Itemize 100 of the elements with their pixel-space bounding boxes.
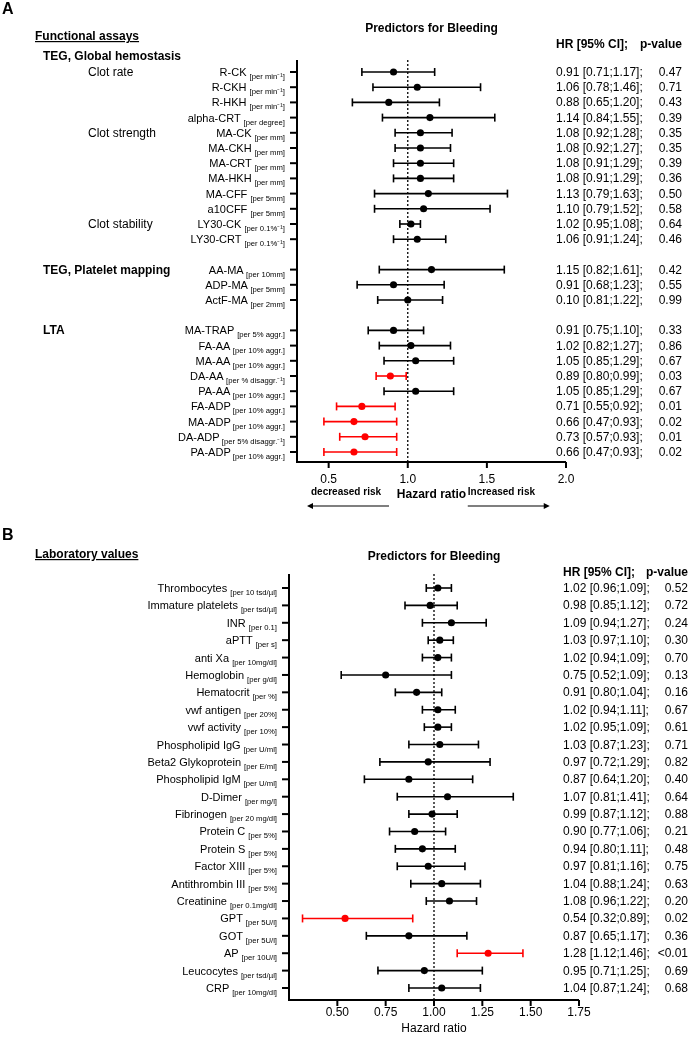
y-tick-label: vwf activity $_{[per 10%]}$ (187, 721, 277, 737)
y2-tick-label: 0.39 (658, 110, 683, 125)
text: Clot strength (88, 125, 157, 140)
data-label: 1.02 [0.95;1.09]; (563, 720, 650, 735)
point (424, 862, 432, 870)
point (420, 205, 428, 213)
data-label: 1.02 [0.94;1.11]; (563, 702, 649, 717)
y2-tick-label: 0.63 (664, 876, 689, 891)
text: Clot rate (88, 65, 134, 79)
y2-tick-label: 0.67 (658, 384, 683, 399)
y-tick-label: Fibrinogen $_{[per 20 mg/dl]}$ (174, 808, 277, 824)
y2-tick-label: 0.68 (664, 981, 689, 995)
chart-title: Predictors for Bleeding (367, 549, 501, 563)
data-label: 1.02 [0.82;1.27]; (556, 338, 643, 353)
data-label: 1.14 [0.84;1.55]; (556, 110, 643, 125)
y-tick-label: MA-HKH $_{[per mm]}$ (208, 172, 285, 188)
point (424, 190, 432, 198)
y-tick-label: AA-MA $_{[per 10mm]}$ (208, 263, 285, 279)
data-label: 0.99 [0.87;1.12]; (563, 807, 650, 822)
x-tick-label: 1.0 (399, 472, 417, 486)
y-tick-label: MA-TRAP $_{[per 5% aggr.]}$ (184, 324, 285, 340)
y-tick-label: anti Xa $_{[per 10mg/dl]}$ (194, 651, 277, 667)
y-tick-label: R-HKH $_{[per min⁻¹]}$ (211, 96, 285, 112)
data-label: 1.08 [0.96;1.22]; (563, 894, 650, 909)
y2-tick-label: <0.01 (657, 946, 689, 961)
point (382, 671, 390, 679)
point (426, 601, 434, 609)
y-tick-label: GOT $_{[per 5U/l]}$ (219, 929, 277, 945)
data-label: 0.97 [0.81;1.16]; (563, 859, 650, 874)
data-label: 1.08 [0.91;1.29]; (556, 171, 643, 186)
point (438, 880, 446, 888)
point (361, 433, 369, 441)
y-tick-label: MA-ADP$_{[per 10% aggr.]}$ (187, 415, 285, 431)
y2-tick-label: 0.02 (664, 911, 689, 926)
data-label: 0.94 [0.80;1.11]; (563, 841, 649, 856)
y2-tick-label: 0.67 (664, 702, 689, 717)
data-label: 1.09 [0.94;1.27]; (563, 615, 650, 630)
x-tick-label: 1.50 (518, 1005, 543, 1019)
data-label: 1.15 [0.82;1.61]; (556, 262, 643, 277)
data-label: 0.95 [0.71;1.25]; (563, 963, 650, 978)
y-tick-label: AP $_{[per 10U/l]}$ (224, 947, 277, 963)
data-label: 0.66 [0.47;0.93]; (556, 445, 643, 459)
point (358, 402, 366, 410)
point (405, 932, 413, 940)
data-label: 0.71 [0.55;0.92]; (556, 399, 643, 414)
point (350, 448, 358, 456)
point (413, 235, 421, 243)
y-tick-label: MA-CK $_{[per mm]}$ (216, 126, 285, 142)
y2-tick-label: 0.02 (658, 414, 683, 429)
data-label: 0.87 [0.65;1.17]; (563, 928, 650, 943)
point (418, 845, 426, 853)
data-label: 1.04 [0.88;1.24]; (563, 876, 650, 891)
x-tick-label: 1.5 (478, 472, 496, 486)
data-label: 1.08 [0.92;1.28]; (556, 125, 643, 140)
data-label: 0.98 [0.85;1.12]; (563, 598, 650, 613)
y2-tick-label: 0.50 (658, 186, 683, 201)
x-tick-label: 1.75 (567, 1005, 591, 1019)
y2-tick-label: 0.20 (664, 894, 689, 909)
data-label: 1.06 [0.91;1.24]; (556, 232, 643, 247)
point (411, 827, 419, 836)
y2-tick-label: 0.64 (664, 789, 689, 804)
y-tick-label: DA-AA $_{[per % disaggr.⁻¹]}$ (189, 370, 285, 385)
y-tick-label: ActF-MA $_{[per 2mm]}$ (205, 294, 285, 309)
data-label: 0.97 [0.72;1.29]; (563, 754, 650, 769)
text: p-value (639, 37, 683, 51)
point (386, 372, 394, 380)
y-tick-label: LY30-CK $_{[per 0.1%⁻¹]}$ (197, 218, 285, 233)
y-tick-label: Protein C $_{[per 5%]}$ (199, 825, 277, 841)
y2-tick-label: 0.02 (658, 445, 683, 459)
y-tick-label: aPTT $_{[per s]}$ (225, 634, 277, 650)
y2-tick-label: 0.43 (658, 95, 683, 110)
x-axis-title: Hazard ratio (396, 487, 467, 501)
y-tick-label: CRP $_{[per 10mg/dl]}$ (206, 982, 277, 997)
point (341, 914, 349, 922)
y2-tick-label: 0.42 (658, 262, 683, 277)
y-tick-label: Leucocytes $_{[per tsd/µl]}$ (182, 964, 277, 980)
text: Increased risk (467, 486, 536, 497)
x-tick-label: 0.50 (325, 1005, 350, 1019)
text: p-value (645, 565, 689, 579)
y-tick-label: ADP-MA $_{[per 5mm]}$ (205, 278, 285, 294)
y-tick-label: R-CK $_{[per min⁻¹]}$ (219, 66, 285, 81)
y-tick-label: a10CFF $_{[per 5mm]}$ (207, 202, 285, 218)
point (389, 326, 398, 334)
text: Functional assays (35, 29, 140, 43)
data-label: 1.05 [0.85;1.29]; (556, 353, 643, 368)
y2-tick-label: 0.82 (664, 754, 689, 769)
text: B (2, 526, 14, 543)
y2-tick-label: 0.70 (664, 650, 689, 665)
data-label: 1.02 [0.94;1.09]; (563, 650, 650, 665)
y2-tick-label: 0.01 (658, 429, 683, 444)
data-label: 1.03 [0.97;1.10]; (563, 633, 650, 648)
y2-tick-label: 0.46 (658, 232, 683, 247)
point (413, 83, 421, 91)
y-tick-label: Antithrombin III $_{[per 5%]}$ (171, 877, 277, 893)
point (389, 68, 398, 76)
point (416, 174, 424, 182)
y-tick-label: INR $_{[per 0.1]}$ (226, 616, 277, 632)
text: Clot stability (88, 217, 153, 231)
y-tick-label: Hematocrit $_{[per %]}$ (196, 686, 277, 702)
data-label: 1.06 [0.78;1.46]; (556, 80, 643, 95)
